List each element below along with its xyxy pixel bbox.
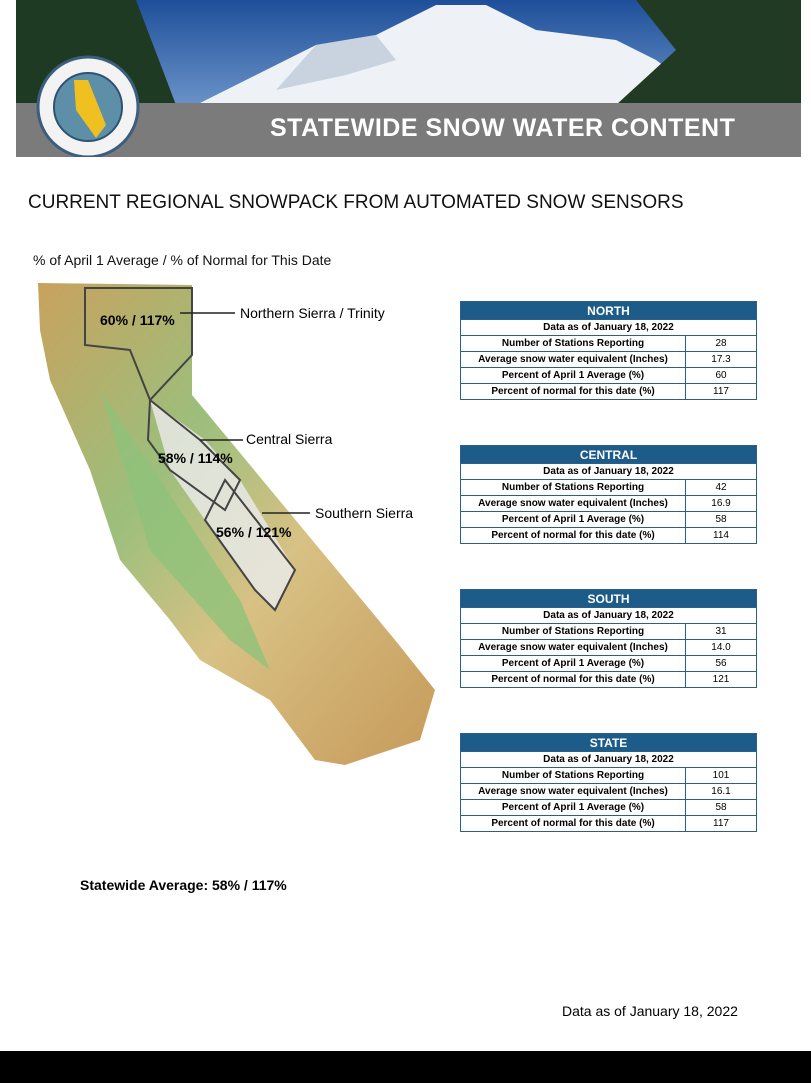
- table-date-row: Data as of January 18, 2022: [460, 607, 757, 624]
- heading: CURRENT REGIONAL SNOWPACK FROM AUTOMATED…: [28, 192, 684, 213]
- row-value: 16.1: [685, 783, 757, 800]
- table-row: Average snow water equivalent (Inches) 16…: [460, 495, 757, 512]
- table-title: NORTH: [460, 301, 757, 320]
- row-label: Average snow water equivalent (Inches): [460, 639, 686, 656]
- table-title-row: CENTRAL: [460, 445, 757, 464]
- table-row: Average snow water equivalent (Inches) 16…: [460, 783, 757, 800]
- region-table: SOUTH Data as of January 18, 2022 Number o…: [460, 589, 757, 688]
- table-title-row: NORTH: [460, 301, 757, 320]
- row-label: Percent of April 1 Average (%): [460, 511, 686, 528]
- row-value: 31: [685, 623, 757, 640]
- region-value: 56% / 121%: [216, 524, 292, 540]
- row-label: Average snow water equivalent (Inches): [460, 783, 686, 800]
- row-value: 17.3: [685, 351, 757, 368]
- header-title: STATEWIDE SNOW WATER CONTENT: [270, 114, 736, 142]
- row-label: Average snow water equivalent (Inches): [460, 495, 686, 512]
- row-label: Average snow water equivalent (Inches): [460, 351, 686, 368]
- table-row: Percent of April 1 Average (%) 58: [460, 511, 757, 528]
- row-value: 60: [685, 367, 757, 384]
- region-name: Northern Sierra / Trinity: [240, 305, 385, 321]
- california-map: [38, 283, 435, 765]
- header-banner: [16, 0, 801, 157]
- statewide-average: Statewide Average: 58% / 117%: [80, 877, 287, 893]
- table-date-row: Data as of January 18, 2022: [460, 463, 757, 480]
- table-title: SOUTH: [460, 589, 757, 608]
- row-value: 114: [685, 527, 757, 544]
- region-value: 60% / 117%: [100, 312, 175, 328]
- row-value: 101: [685, 767, 757, 784]
- table-row: Percent of normal for this date (%) 117: [460, 383, 757, 400]
- table-title: STATE: [460, 733, 757, 752]
- row-value: 28: [685, 335, 757, 352]
- row-value: 56: [685, 655, 757, 672]
- row-value: 117: [685, 815, 757, 832]
- table-row: Percent of normal for this date (%) 121: [460, 671, 757, 688]
- bottom-bar: [0, 1051, 811, 1083]
- table-row: Percent of normal for this date (%) 117: [460, 815, 757, 832]
- row-label: Percent of normal for this date (%): [460, 383, 686, 400]
- region-table: STATE Data as of January 18, 2022 Number o…: [460, 733, 757, 832]
- row-label: Percent of April 1 Average (%): [460, 799, 686, 816]
- region-value: 58% / 114%: [158, 450, 233, 466]
- row-label: Number of Stations Reporting: [460, 479, 686, 496]
- region-table: CENTRAL Data as of January 18, 2022 Number…: [460, 445, 757, 544]
- table-row: Number of Stations Reporting 42: [460, 479, 757, 496]
- table-date: Data as of January 18, 2022: [460, 463, 757, 480]
- table-title-row: SOUTH: [460, 589, 757, 608]
- row-value: 58: [685, 799, 757, 816]
- table-row: Number of Stations Reporting 31: [460, 623, 757, 640]
- table-date: Data as of January 18, 2022: [460, 319, 757, 336]
- row-value: 16.9: [685, 495, 757, 512]
- table-row: Number of Stations Reporting 101: [460, 767, 757, 784]
- table-title: CENTRAL: [460, 445, 757, 464]
- table-row: Percent of April 1 Average (%) 58: [460, 799, 757, 816]
- subheading: % of April 1 Average / % of Normal for T…: [33, 252, 332, 268]
- table-row: Percent of normal for this date (%) 114: [460, 527, 757, 544]
- table-date-row: Data as of January 18, 2022: [460, 751, 757, 768]
- table-row: Percent of April 1 Average (%) 60: [460, 367, 757, 384]
- row-label: Percent of normal for this date (%): [460, 815, 686, 832]
- table-row: Average snow water equivalent (Inches) 14…: [460, 639, 757, 656]
- row-label: Percent of April 1 Average (%): [460, 655, 686, 672]
- table-date: Data as of January 18, 2022: [460, 607, 757, 624]
- table-row: Average snow water equivalent (Inches) 17…: [460, 351, 757, 368]
- row-label: Percent of April 1 Average (%): [460, 367, 686, 384]
- row-value: 14.0: [685, 639, 757, 656]
- table-date-row: Data as of January 18, 2022: [460, 319, 757, 336]
- footer-date: Data as of January 18, 2022: [562, 1003, 738, 1019]
- region-table: NORTH Data as of January 18, 2022 Number o…: [460, 301, 757, 400]
- row-value: 121: [685, 671, 757, 688]
- region-name: Central Sierra: [246, 431, 333, 447]
- row-label: Number of Stations Reporting: [460, 767, 686, 784]
- row-value: 58: [685, 511, 757, 528]
- row-value: 117: [685, 383, 757, 400]
- table-row: Percent of April 1 Average (%) 56: [460, 655, 757, 672]
- row-label: Percent of normal for this date (%): [460, 527, 686, 544]
- table-row: Number of Stations Reporting 28: [460, 335, 757, 352]
- table-date: Data as of January 18, 2022: [460, 751, 757, 768]
- row-label: Number of Stations Reporting: [460, 335, 686, 352]
- row-value: 42: [685, 479, 757, 496]
- row-label: Percent of normal for this date (%): [460, 671, 686, 688]
- row-label: Number of Stations Reporting: [460, 623, 686, 640]
- region-name: Southern Sierra: [315, 505, 414, 521]
- table-title-row: STATE: [460, 733, 757, 752]
